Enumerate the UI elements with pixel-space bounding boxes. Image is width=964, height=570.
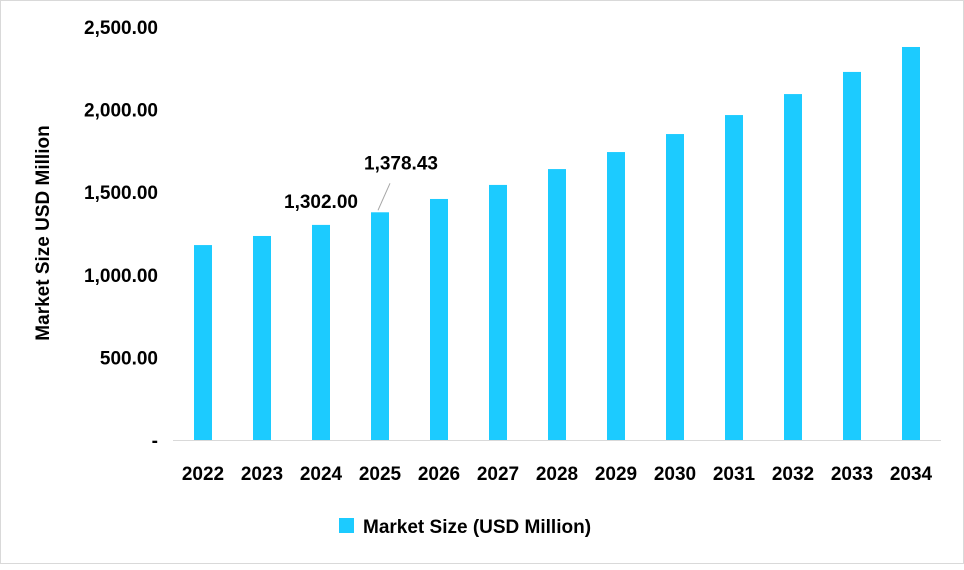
bar-2026 [430,198,448,440]
x-tick-label: 2031 [713,464,756,485]
bar-2025 [371,212,389,440]
data-label-leader-line [377,183,391,211]
x-tick-label: 2025 [359,464,402,485]
y-tick-label: 2,000.00 [84,101,158,122]
legend-label: Market Size (USD Million) [363,517,591,538]
y-tick-label: 500.00 [100,348,158,369]
x-tick-label: 2032 [772,464,814,485]
bar-2022 [194,245,212,440]
bar-2027 [489,184,507,440]
y-axis-title: Market Size USD Million [33,125,54,340]
x-tick-label: 2028 [536,464,578,485]
x-tick-label: 2033 [831,464,873,485]
x-tick-label: 2027 [477,464,519,485]
bar-2032 [784,94,802,440]
x-tick-label: 2026 [418,464,460,485]
y-tick-label: 1,500.00 [84,183,158,204]
bar-2033 [843,71,861,441]
x-tick-label: 2022 [182,464,224,485]
x-tick-label: 2024 [300,464,343,485]
bar-2028 [548,169,566,440]
legend-swatch [339,518,354,533]
x-tick-label: 2034 [890,464,933,485]
y-tick-label: - [152,431,158,452]
bar-2023 [253,235,271,440]
y-tick-label: 1,000.00 [84,266,158,287]
x-tick-label: 2030 [654,464,696,485]
x-tick-label: 2023 [241,464,283,485]
data-label: 1,302.00 [284,192,358,213]
y-tick-label: 2,500.00 [84,18,158,39]
bar-2031 [725,115,743,440]
bar-2030 [666,134,684,440]
x-tick-label: 2029 [595,464,637,485]
bar-2034 [902,46,920,441]
bar-2029 [607,152,625,440]
data-label: 1,378.43 [364,153,438,174]
bar-2024 [312,224,330,440]
